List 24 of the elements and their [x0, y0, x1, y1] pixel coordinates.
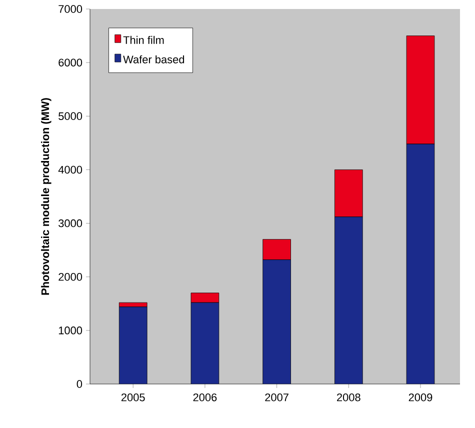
y-tick-label: 3000 — [58, 219, 82, 228]
bar — [191, 302, 219, 384]
legend-label: Wafer based — [123, 55, 184, 64]
y-tick-label: 2000 — [58, 272, 82, 281]
bar — [406, 144, 435, 384]
bar — [262, 239, 291, 260]
bar — [119, 306, 148, 384]
y-tick-label: 1000 — [58, 326, 82, 334]
x-tick-label: 2009 — [408, 394, 432, 402]
y-tick-label: 5000 — [58, 112, 82, 120]
y-tick-label: 6000 — [58, 58, 82, 66]
y-tick-label: 4000 — [58, 166, 82, 174]
bar — [262, 260, 291, 384]
legend-label: Thin film — [123, 36, 164, 44]
y-tick-label: 7000 — [58, 5, 82, 13]
bar — [334, 216, 363, 384]
x-tick-label: 2005 — [121, 394, 145, 402]
x-tick-label: 2008 — [337, 394, 360, 402]
y-axis-title: Photovoltaic module production (MW) — [41, 98, 52, 295]
x-tick-label: 2007 — [265, 394, 288, 402]
x-tick-label: 2006 — [193, 394, 217, 402]
bar — [334, 170, 363, 218]
bar — [190, 292, 220, 303]
y-tick-label: 0 — [76, 380, 82, 388]
